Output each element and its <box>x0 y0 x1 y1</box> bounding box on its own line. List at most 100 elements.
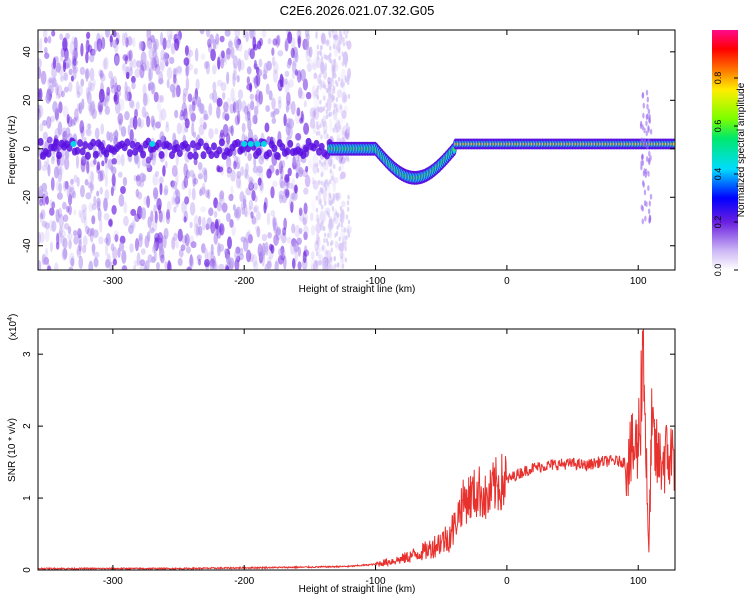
spectrogram-noise-blob <box>114 233 119 243</box>
spectrogram-noise-blob <box>261 242 266 257</box>
spectrogram-noise-blob <box>43 36 48 44</box>
spectrogram-band-blob <box>38 137 44 146</box>
spectrogram-noise-blob <box>277 50 284 57</box>
spectrogram-faint-blob <box>332 85 336 91</box>
spectrogram-noise-blob <box>158 210 163 223</box>
spectrogram-noise-blob <box>311 198 316 212</box>
spectrogram-noise-blob <box>322 71 328 79</box>
spectrogram-noise-blob <box>53 262 59 270</box>
spectrogram-noise-blob <box>60 47 66 58</box>
spectrogram-spike-blob <box>648 113 651 120</box>
spectrogram-noise-blob <box>284 81 290 94</box>
spectrogram-noise-blob <box>235 39 241 49</box>
spectrogram-noise-blob <box>58 226 63 238</box>
spectrogram-noise-blob <box>247 152 252 162</box>
spectrogram-noise-blob <box>252 36 257 50</box>
spectrogram-noise-blob <box>330 264 336 270</box>
spectrogram-noise-blob <box>225 265 230 270</box>
spectrogram-noise-blob <box>38 88 43 101</box>
spectrogram-noise-blob <box>82 235 88 247</box>
spectrogram-noise-blob <box>122 176 128 187</box>
spectrogram-noise-blob <box>150 82 156 95</box>
spectrogram-noise-blob <box>85 128 92 137</box>
spectrogram-faint-blob <box>341 263 345 269</box>
spectrogram-faint-blob <box>316 55 320 61</box>
spectrogram-noise-blob <box>84 179 89 186</box>
spectrogram-noise-blob <box>189 221 193 229</box>
spectrogram-noise-blob <box>119 235 126 245</box>
spectrogram-noise-blob <box>267 232 272 239</box>
spectrogram-noise-blob <box>109 35 113 43</box>
spectrogram-band-blob <box>77 139 84 148</box>
spectrogram-faint-blob <box>340 81 343 87</box>
spectrogram-noise-blob <box>39 212 44 220</box>
spectrogram-band-blob <box>266 149 273 158</box>
spectrogram-noise-blob <box>210 251 215 264</box>
spectrogram-noise-blob <box>310 263 315 270</box>
spectrogram-faint-blob <box>342 240 345 246</box>
spectrogram-noise-blob <box>59 55 64 62</box>
spectrogram-noise-blob <box>173 74 177 84</box>
spectrogram-noise-blob <box>278 160 283 174</box>
spectrogram-noise-blob <box>232 204 236 211</box>
spectrogram-noise-blob <box>93 257 99 268</box>
spectrogram-noise-blob <box>145 156 152 164</box>
spectrogram-noise-blob <box>38 58 42 69</box>
snr-xtick-label: -100 <box>366 576 386 587</box>
spectrogram-noise-blob <box>106 86 111 96</box>
spectrogram-noise-blob <box>177 66 183 76</box>
spectrogram-noise-blob <box>147 254 153 263</box>
spectrogram-noise-blob <box>255 73 261 87</box>
spectrogram-noise-blob <box>232 72 236 87</box>
spectrogram-noise-blob <box>41 182 48 192</box>
spectrogram-noise-blob <box>88 170 94 183</box>
spectrogram-noise-blob <box>250 211 254 219</box>
spectrogram-band-blob <box>168 151 175 160</box>
spectrogram-noise-blob <box>170 31 174 40</box>
spectrogram-noise-blob <box>195 224 199 238</box>
spectrogram-noise-blob <box>343 94 348 103</box>
spectrogram-noise-blob <box>283 188 290 196</box>
spectrogram-noise-blob <box>246 83 253 91</box>
spectrogram-noise-blob <box>176 65 183 74</box>
spectrogram-noise-blob <box>118 193 125 207</box>
spectrogram-noise-blob <box>129 99 135 109</box>
spectrogram-noise-blob <box>54 128 61 139</box>
spectrogram-noise-blob <box>247 229 251 239</box>
spectrogram-noise-blob <box>181 234 188 244</box>
spectrogram-noise-blob <box>104 259 111 269</box>
spectrogram-noise-blob <box>258 58 263 68</box>
spectrogram-band-blob <box>56 151 63 160</box>
spectrogram-noise-blob <box>223 109 230 117</box>
spectrogram-noise-blob <box>306 62 312 72</box>
spectrogram-noise-blob <box>258 155 265 165</box>
spectrogram-noise-blob <box>245 31 249 43</box>
spectrogram-noise-blob <box>283 217 287 231</box>
spectrogram-band-blob <box>234 139 241 148</box>
spectrogram-noise-blob <box>155 121 161 129</box>
spectrogram-noise-blob <box>45 93 51 104</box>
spectrogram-faint-blob <box>326 39 329 45</box>
spectrogram-noise-blob <box>133 260 139 267</box>
spectrogram-xtick-label: -100 <box>366 276 386 287</box>
spectrogram-noise-blob <box>295 172 299 179</box>
spectrogram-noise-blob <box>132 265 137 270</box>
spectrogram-noise-blob <box>171 90 176 99</box>
spectrogram-band-blob <box>184 143 191 152</box>
spectrogram-noise-blob <box>323 210 327 224</box>
spectrogram-noise-blob <box>91 227 95 236</box>
spectrogram-faint-blob <box>333 58 336 64</box>
colorbar-label: Normalized spectral amplitude <box>736 82 747 217</box>
spectrogram-noise-blob <box>284 173 290 183</box>
spectrogram-noise-blob <box>190 241 197 249</box>
spectrogram-noise-blob <box>249 48 255 60</box>
spectrogram-noise-blob <box>259 249 265 261</box>
spectrogram-noise-blob <box>187 93 193 103</box>
spectrogram-noise-blob <box>137 117 142 128</box>
spectrogram-band-blob <box>287 139 294 148</box>
spectrogram-noise-blob <box>42 119 47 126</box>
spectrogram-noise-blob <box>63 86 69 93</box>
spectrogram-noise-blob <box>104 105 111 116</box>
spectrogram-faint-blob <box>331 175 334 181</box>
spectrogram-faint-blob <box>345 33 348 39</box>
